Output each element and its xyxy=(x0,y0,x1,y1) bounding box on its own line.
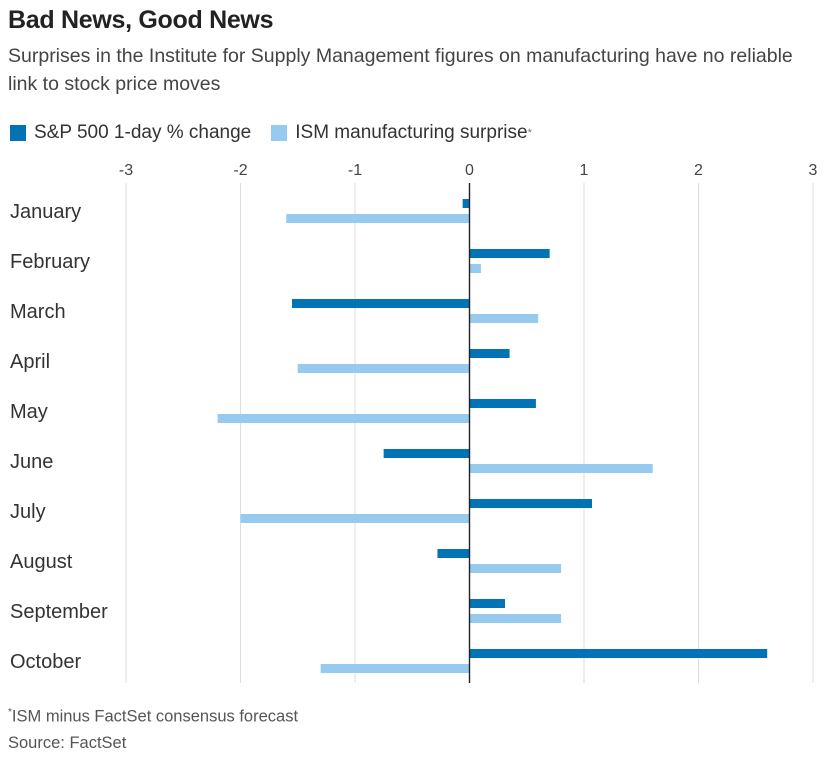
bar-ism xyxy=(469,614,562,623)
legend-item-ism: ISM manufacturing surprise * xyxy=(271,122,532,144)
legend-label-sp500: S&P 500 1-day % change xyxy=(34,122,252,143)
bar-sp500 xyxy=(469,399,536,408)
bar-ism xyxy=(469,264,481,273)
category-label: February xyxy=(10,251,90,273)
bar-ism xyxy=(240,514,470,523)
x-tick-label: -1 xyxy=(348,162,362,179)
bar-sp500 xyxy=(437,549,470,558)
x-tick-label: -3 xyxy=(119,162,133,179)
legend-swatch-sp500 xyxy=(10,125,26,141)
bar-sp500 xyxy=(469,649,768,658)
bar-ism xyxy=(320,664,470,673)
x-tick-label: 2 xyxy=(694,162,703,179)
category-label: January xyxy=(10,201,81,223)
source-note: Source: FactSet xyxy=(8,734,127,752)
bar-sp500 xyxy=(469,599,505,608)
category-label: April xyxy=(10,351,50,373)
legend-item-sp500: S&P 500 1-day % change xyxy=(10,122,251,144)
x-tick-label: 3 xyxy=(809,162,818,179)
category-label: June xyxy=(10,451,53,473)
bar-sp500 xyxy=(469,249,550,258)
legend-swatch-ism xyxy=(271,125,288,141)
legend: S&P 500 1-day % change ISM manufacturing… xyxy=(10,122,552,144)
x-tick-label: 0 xyxy=(465,162,474,179)
category-label: July xyxy=(10,501,46,523)
category-label: September xyxy=(10,601,108,623)
legend-label-ism: ISM manufacturing surprise xyxy=(295,122,528,143)
bar-ism xyxy=(286,214,470,223)
category-label: October xyxy=(10,651,81,673)
bar-ism xyxy=(469,564,562,573)
x-tick-label: 1 xyxy=(580,162,589,179)
bar-chart: -3 -2 -1 0 1 2 3 January February March April May Ju… xyxy=(10,162,818,683)
x-tick-label: -2 xyxy=(233,162,247,179)
footnote: *ISM minus FactSet consensus forecast xyxy=(8,707,298,727)
chart-subtitle: Surprises in the Institute for Supply Ma… xyxy=(8,45,793,95)
bar-ism xyxy=(469,464,653,473)
footnote-text: ISM minus FactSet consensus forecast xyxy=(11,707,299,726)
category-label: August xyxy=(10,551,73,573)
category-label: May xyxy=(10,401,48,423)
bar-sp500 xyxy=(292,299,470,308)
bar-sp500 xyxy=(462,199,470,208)
bar-sp500 xyxy=(469,349,510,358)
legend-footnote-marker: * xyxy=(527,127,532,139)
bar-ism xyxy=(297,364,470,373)
bar-ism xyxy=(217,414,470,423)
chart-title: Bad News, Good News xyxy=(8,6,274,34)
bar-sp500 xyxy=(469,499,593,508)
category-label: March xyxy=(10,301,66,323)
bar-ism xyxy=(469,314,539,323)
bar-sp500 xyxy=(383,449,470,458)
footnote-marker: * xyxy=(8,707,12,718)
